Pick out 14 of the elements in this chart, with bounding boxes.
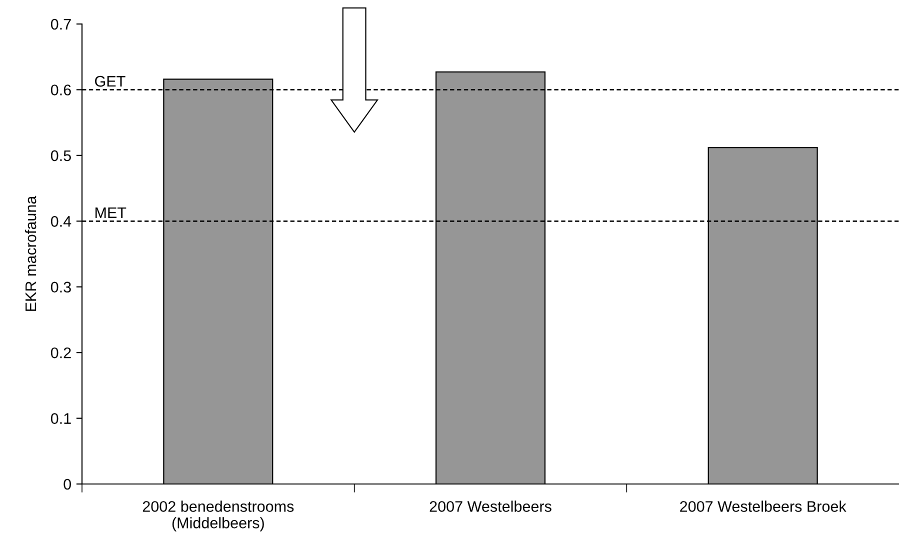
ref-line-label: GET: [95, 76, 126, 87]
ref-line-label: MET: [96, 207, 126, 218]
y-tick-label: 0: [64, 478, 71, 490]
y-tick-label: 0.6: [50, 84, 71, 96]
x-tick-label: 2007 Westelbeers: [430, 500, 552, 512]
y-tick-label: 0.7: [50, 18, 71, 30]
y-tick-label: 0.1: [50, 413, 71, 424]
x-tick-label: 2007 Westelbeers Broek: [680, 500, 846, 512]
y-tick-label: 0.5: [50, 150, 71, 162]
y-tick-label: 0.3: [50, 282, 71, 293]
y-tick-label: 0.4: [50, 216, 72, 227]
y-tick-label: 0.2: [50, 347, 71, 358]
y-axis-title: EKR macrofauna: [25, 196, 36, 311]
x-tick-label: 2002 benedenstrooms (Middelbeers): [142, 500, 294, 532]
